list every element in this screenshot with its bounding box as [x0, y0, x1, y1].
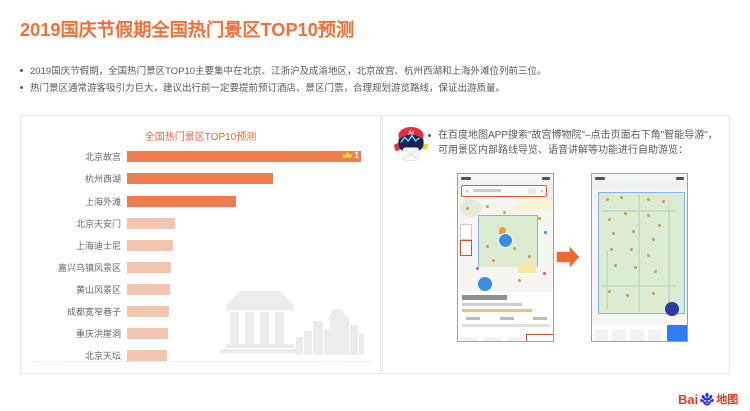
- svg-text:AI: AI: [408, 131, 414, 137]
